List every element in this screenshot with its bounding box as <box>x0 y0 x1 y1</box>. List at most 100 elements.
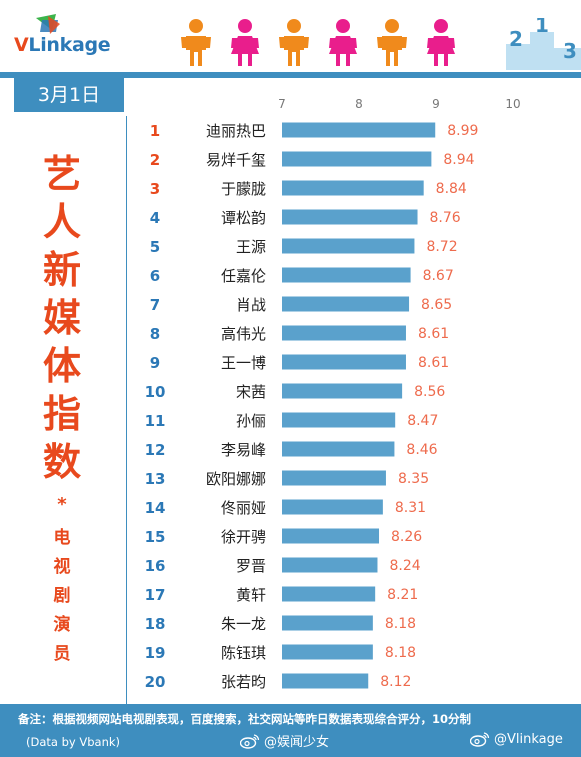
chart-title: 艺人新媒体指数 <box>42 152 81 484</box>
footer-note: 备注：根据视频网站电视剧表现，百度搜索，社交网站等昨日数据表现综合评分，10分制 <box>18 712 471 726</box>
value-label: 8.56 <box>414 384 445 400</box>
value-label: 8.94 <box>443 152 474 168</box>
value-label: 8.65 <box>421 297 452 313</box>
bar <box>282 151 432 167</box>
value-label: 8.18 <box>385 616 416 632</box>
podium-number-2: 2 <box>509 27 523 51</box>
value-label: 8.61 <box>418 326 449 342</box>
bar <box>282 354 406 370</box>
rank-number: 16 <box>145 557 166 575</box>
category-label: 朱一龙 <box>221 615 266 633</box>
bar <box>282 238 415 254</box>
x-tick-label: 8 <box>355 97 363 111</box>
date-label: 3月1日 <box>14 78 124 112</box>
bar <box>282 528 380 544</box>
bar <box>282 296 410 312</box>
weibo-icon <box>470 732 490 747</box>
value-label: 8.12 <box>380 674 411 690</box>
rank-number: 17 <box>145 586 166 604</box>
rank-number: 7 <box>150 296 160 314</box>
header-band <box>0 72 581 78</box>
value-label: 8.61 <box>418 355 449 371</box>
male-person-icon <box>377 19 407 66</box>
category-label: 李易峰 <box>221 441 266 459</box>
rank-number: 6 <box>150 267 160 285</box>
category-label: 宋茜 <box>236 383 266 401</box>
chart-subtitle: 电视剧演员 <box>53 528 71 664</box>
bar <box>282 325 406 341</box>
category-label: 罗晋 <box>236 557 266 575</box>
rank-number: 13 <box>145 470 166 488</box>
category-label: 任嘉伦 <box>221 267 266 285</box>
weibo-icon <box>240 733 260 749</box>
bar <box>282 644 373 660</box>
rank-number: 2 <box>150 151 160 169</box>
value-label: 8.46 <box>406 442 437 458</box>
rank-number: 1 <box>150 122 160 140</box>
rank-number: 14 <box>145 499 166 517</box>
category-label: 张若昀 <box>221 673 266 691</box>
bar <box>282 673 369 689</box>
bar <box>282 470 386 486</box>
weibo-handle-2[interactable]: @Vlinkage <box>470 731 563 747</box>
bar <box>282 122 436 138</box>
bar <box>282 209 418 225</box>
rank-number: 8 <box>150 325 160 343</box>
rank-number: 3 <box>150 180 160 198</box>
podium-step-2 <box>506 44 530 70</box>
rank-number: 20 <box>145 673 166 691</box>
category-label: 迪丽热巴 <box>206 122 266 140</box>
footer-credit: (Data by Vbank) <box>26 735 121 749</box>
bar <box>282 499 383 515</box>
bar <box>282 557 378 573</box>
value-label: 8.18 <box>385 645 416 661</box>
x-tick-label: 7 <box>278 97 286 111</box>
value-label: 8.35 <box>398 471 429 487</box>
female-person-icon <box>427 19 455 66</box>
value-label: 8.72 <box>426 239 457 255</box>
logo-text: VLinkage <box>14 34 111 56</box>
weibo-handle-1[interactable]: @娱闻少女 <box>240 731 329 750</box>
category-label: 于朦胧 <box>221 180 266 198</box>
rank-number: 19 <box>145 644 166 662</box>
bar <box>282 615 373 631</box>
category-label: 王源 <box>236 238 266 256</box>
podium-icon: 2 1 3 <box>506 18 581 70</box>
bar <box>282 180 424 196</box>
podium-step-1 <box>530 32 554 70</box>
x-tick-label: 9 <box>432 97 440 111</box>
logo-letter-v: V <box>14 34 29 56</box>
footer-band <box>0 704 581 757</box>
rank-number: 11 <box>145 412 166 430</box>
weibo-handle-2-label: @Vlinkage <box>494 731 563 747</box>
male-person-icon <box>279 19 309 66</box>
value-label: 8.99 <box>447 123 478 139</box>
female-person-icon <box>231 19 259 66</box>
value-label: 8.21 <box>387 587 418 603</box>
vertical-divider <box>126 116 127 704</box>
bar <box>282 441 395 457</box>
podium-number-3: 3 <box>563 39 577 63</box>
category-label: 欧阳娜娜 <box>206 470 266 488</box>
value-label: 8.24 <box>389 558 420 574</box>
title-asterisk: * <box>57 494 67 515</box>
rank-number: 15 <box>145 528 166 546</box>
rank-number: 9 <box>150 354 160 372</box>
logo-wordmark: Linkage <box>28 34 111 56</box>
weibo-handle-1-label: @娱闻少女 <box>264 735 330 750</box>
category-label: 易烊千玺 <box>206 151 266 169</box>
female-person-icon <box>329 19 357 66</box>
value-label: 8.31 <box>395 500 426 516</box>
category-label: 徐开骋 <box>221 528 266 546</box>
category-label: 肖战 <box>236 296 266 314</box>
ranking-bar-chart: 7 8 9 10 1 迪丽热巴 8.99 2 易烊千玺 8.94 3 于朦胧 8.84 4 谭松韵 8.76 5… <box>145 97 521 691</box>
category-label: 陈钰琪 <box>221 644 266 662</box>
rank-number: 4 <box>150 209 160 227</box>
rank-number: 12 <box>145 441 166 459</box>
bar <box>282 412 396 428</box>
bar <box>282 267 411 283</box>
value-label: 8.26 <box>391 529 422 545</box>
male-person-icon <box>181 19 211 66</box>
value-label: 8.47 <box>407 413 438 429</box>
logo-emblem <box>36 14 60 34</box>
